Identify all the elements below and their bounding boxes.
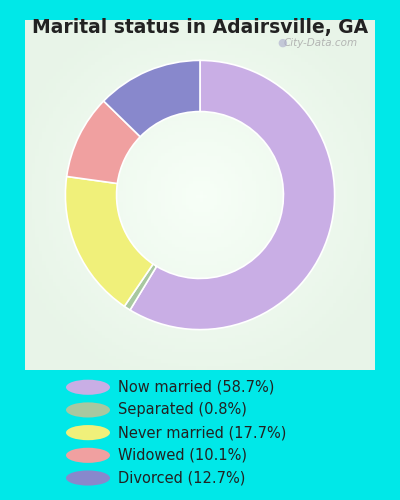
Circle shape (66, 448, 110, 463)
Circle shape (66, 470, 110, 486)
Wedge shape (104, 60, 200, 136)
Text: Separated (0.8%): Separated (0.8%) (118, 402, 247, 417)
Circle shape (66, 380, 110, 395)
Wedge shape (67, 101, 140, 184)
Text: ●: ● (277, 38, 287, 48)
Text: Now married (58.7%): Now married (58.7%) (118, 380, 274, 395)
Text: City-Data.com: City-Data.com (283, 38, 358, 48)
Text: Marital status in Adairsville, GA: Marital status in Adairsville, GA (32, 18, 368, 36)
Text: Never married (17.7%): Never married (17.7%) (118, 425, 286, 440)
Text: Divorced (12.7%): Divorced (12.7%) (118, 470, 245, 486)
Wedge shape (124, 264, 157, 310)
Circle shape (66, 425, 110, 440)
Circle shape (66, 402, 110, 417)
Wedge shape (130, 60, 335, 330)
Wedge shape (65, 176, 153, 306)
Text: Widowed (10.1%): Widowed (10.1%) (118, 448, 247, 463)
